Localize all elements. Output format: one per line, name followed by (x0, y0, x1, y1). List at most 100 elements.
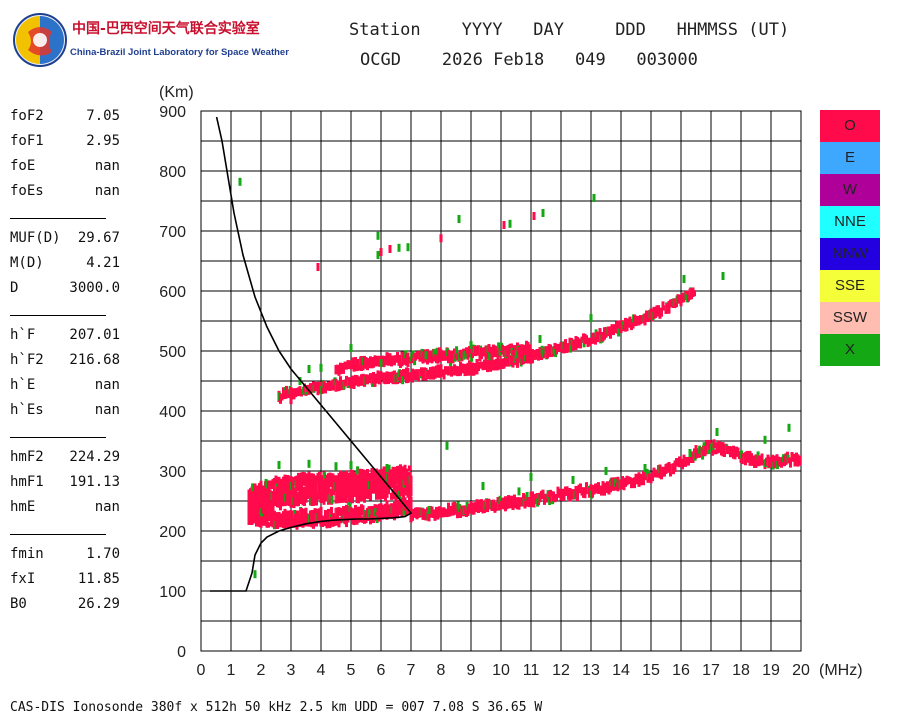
echo-point (565, 486, 569, 494)
echo-point (330, 506, 333, 515)
echo-point (376, 231, 380, 240)
echo-point (313, 478, 317, 488)
param-name: h`F2 (10, 352, 44, 368)
echo-point (409, 499, 413, 507)
echo-point (588, 487, 591, 498)
echo-point (283, 390, 287, 399)
echo-point-x (464, 350, 468, 359)
header-values: OCGD 2026 Feb18 049 003000 (360, 50, 698, 70)
echo-point (385, 464, 389, 472)
echo-point (315, 486, 318, 493)
echo-point (406, 357, 410, 368)
echo-point (310, 509, 314, 518)
echo-point (385, 500, 389, 510)
echo-point (433, 371, 437, 379)
echo-point (579, 340, 582, 349)
param-row: fxI 11.85 (10, 571, 120, 596)
param-name: M(D) (10, 255, 44, 271)
echo-point (643, 475, 647, 481)
x-tick-label: 7 (407, 662, 416, 679)
echo-point (360, 356, 363, 366)
echo-point (705, 446, 708, 455)
echo-point (760, 456, 764, 466)
param-name: B0 (10, 596, 27, 612)
echo-point (361, 374, 365, 384)
echo-point (532, 212, 536, 220)
echo-point (319, 363, 323, 372)
param-row: hmE nan (10, 499, 120, 524)
echo-point (585, 482, 588, 492)
echo-point (385, 490, 389, 498)
echo-point (349, 344, 353, 352)
param-value: 2.95 (86, 133, 120, 149)
echo-point (391, 472, 395, 481)
echo-point (442, 369, 446, 380)
param-value: 207.01 (69, 327, 120, 343)
echo-point (688, 449, 692, 457)
echo-point (628, 316, 632, 324)
echo-point (393, 510, 396, 521)
echo-point (600, 488, 603, 495)
echo-point (406, 367, 410, 377)
echo-point (285, 498, 288, 506)
echo-point (306, 480, 309, 489)
param-value: 224.29 (69, 449, 120, 465)
y-tick-label: 200 (159, 524, 186, 541)
echo-point (315, 520, 318, 527)
param-value: nan (94, 499, 120, 515)
echo-point-x (329, 511, 333, 520)
echo-point (409, 483, 413, 490)
param-name: foE (10, 158, 36, 174)
echo-point (507, 348, 510, 356)
param-name: h`F (10, 327, 36, 343)
echo-point-x (402, 507, 406, 516)
echo-point (349, 486, 353, 495)
echo-point (571, 476, 575, 484)
echo-point (609, 485, 612, 493)
echo-point (289, 396, 293, 405)
echo-point-x (465, 501, 469, 510)
x-tick-label: 15 (642, 662, 660, 679)
y-tick-label: 0 (177, 644, 186, 661)
echo-point (406, 352, 410, 360)
param-row: hmF2 224.29 (10, 449, 120, 474)
param-row: M(D) 4.21 (10, 255, 120, 280)
echo-point (541, 209, 545, 217)
echo-point (688, 456, 692, 463)
echo-point (721, 272, 725, 280)
echo-point-x (251, 483, 255, 492)
x-tick-label: 12 (552, 662, 570, 679)
echo-point (465, 347, 468, 354)
echo-point (364, 357, 368, 365)
echo-point (271, 502, 275, 512)
x-tick-label: 4 (317, 662, 326, 679)
x-axis-unit: (MHz) (819, 662, 863, 679)
echo-point (763, 435, 767, 444)
header-year-label: YYYY (461, 20, 503, 40)
param-name: foF2 (10, 108, 44, 124)
echo-point (502, 221, 506, 229)
echo-point (469, 341, 473, 349)
echo-point (631, 323, 635, 329)
echo-point (562, 493, 566, 501)
echo-point (529, 473, 533, 481)
echo-point (481, 482, 485, 490)
echo-point (682, 275, 686, 283)
echo-point (373, 504, 377, 512)
echo-point (628, 477, 632, 483)
echo-point (405, 468, 408, 478)
param-value: 4.21 (86, 255, 120, 271)
echo-point (439, 234, 443, 243)
echo-point (439, 364, 443, 372)
param-value: 3000.0 (69, 280, 120, 296)
echo-point (652, 306, 656, 316)
x-tick-label: 9 (467, 662, 476, 679)
echo-point (661, 466, 665, 473)
y-tick-label: 600 (159, 284, 186, 301)
legend-item: E (820, 142, 880, 174)
param-row: fmin 1.70 (10, 546, 120, 571)
echo-point (295, 492, 299, 498)
echo-point (397, 354, 401, 361)
polarization-legend: O E W NNE NNW SSE SSW X (820, 110, 880, 366)
param-separator (10, 534, 106, 535)
